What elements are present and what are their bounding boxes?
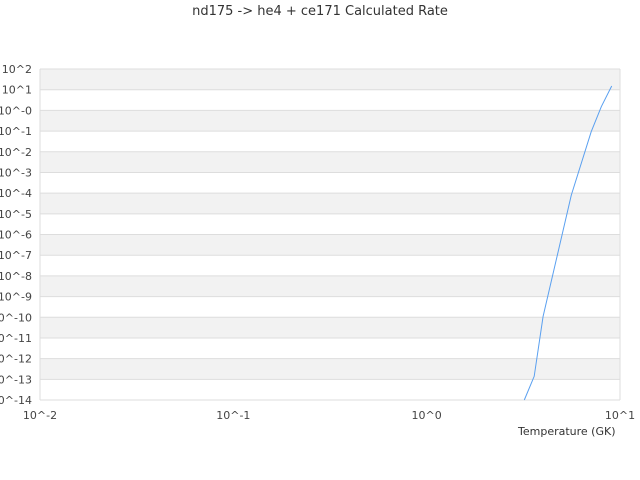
y-tick-label: 10^-3 [0,166,32,179]
x-tick-label: 10^-2 [23,409,57,422]
y-tick-label: 10^-5 [0,208,32,221]
y-tick-label: 10^1 [2,84,32,97]
x-axis-label: Temperature (GK) [518,425,616,438]
grid-band [40,275,620,297]
y-tick-label: 10^-12 [0,353,32,366]
y-tick-label: 10^-1 [0,125,32,138]
grid-band [40,317,620,338]
y-tick-label: 10^-14 [0,394,32,407]
rate-line [523,85,613,401]
y-tick-label: 10^-11 [0,332,32,345]
x-tick-label: 10^1 [605,409,635,422]
x-tick-label: 10^0 [412,409,442,422]
y-tick-label: 10^2 [2,63,32,76]
grid-band [40,193,620,214]
grid-band [40,151,620,173]
y-tick-label: 10^-8 [0,270,32,283]
y-tick-label: 10^-7 [0,249,32,262]
y-tick-label: 10^-13 [0,373,32,386]
chart-title: nd175 -> he4 + ce171 Calculated Rate [192,4,448,19]
y-tick-label: 10^-2 [0,146,32,159]
grid-band [40,234,620,256]
x-tick-label: 10^-1 [216,409,250,422]
y-tick-label: 10^-10 [0,311,32,324]
grid-band [40,110,620,132]
grid-band [40,69,620,90]
grid-band [40,358,620,380]
y-tick-label: 10^-9 [0,291,32,304]
y-tick-label: 10^-6 [0,229,32,242]
y-tick-label: 10^-4 [0,187,32,200]
y-tick-label: 10^-0 [0,104,32,117]
